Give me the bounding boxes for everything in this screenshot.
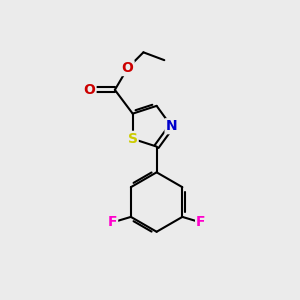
Text: O: O	[122, 61, 134, 75]
Text: S: S	[128, 132, 138, 146]
Text: O: O	[84, 83, 95, 97]
Text: F: F	[108, 215, 117, 230]
Text: N: N	[166, 119, 177, 133]
Text: F: F	[196, 215, 206, 230]
